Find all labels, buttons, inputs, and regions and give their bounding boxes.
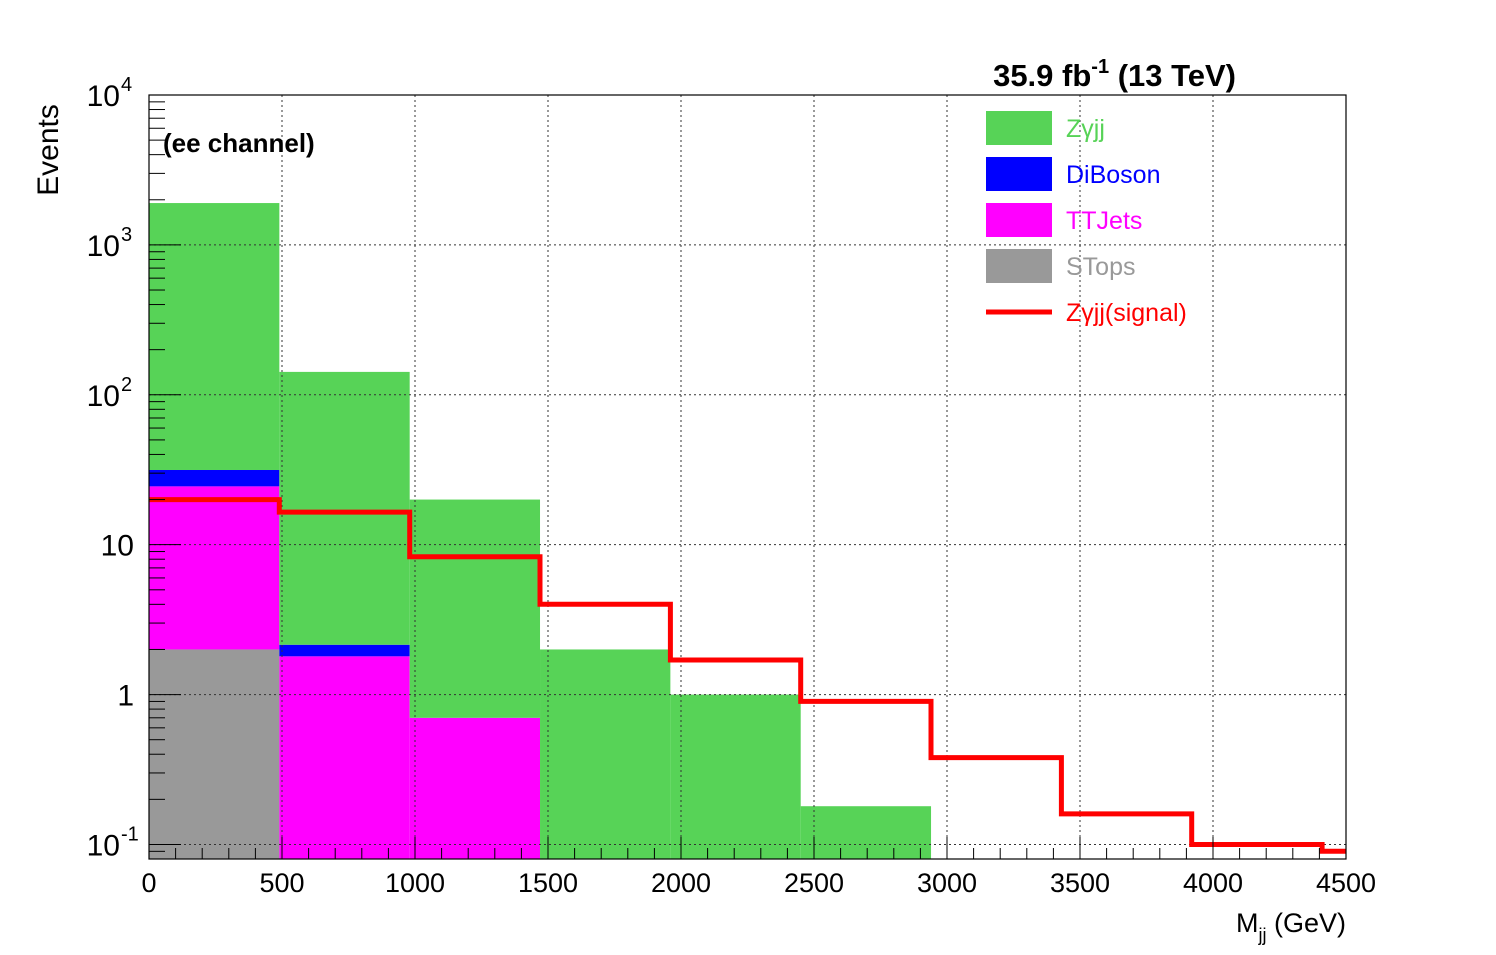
x-tick-label-5: 2500 bbox=[784, 868, 844, 898]
legend-label-ttjets: TTJets bbox=[1066, 207, 1142, 235]
bar-ttjets-bin-0 bbox=[149, 486, 280, 650]
x-tick-label-9: 4500 bbox=[1316, 868, 1376, 898]
bar-stops-bin-0 bbox=[149, 649, 280, 859]
legend-label-zjj: Zγjj bbox=[1066, 115, 1105, 143]
plot-frame bbox=[148, 94, 1347, 860]
bar-ttjets-bin-1 bbox=[279, 656, 410, 859]
x-tick-label-0: 0 bbox=[141, 868, 156, 898]
y-tick-label-0: 10 bbox=[87, 829, 120, 862]
legend-swatch-ttjets bbox=[986, 203, 1052, 237]
chart-title-sup: -1 bbox=[1091, 56, 1109, 78]
legend-label-zjjsignal: Zγjj(signal) bbox=[1066, 299, 1187, 327]
legend: Zγjj DiBoson TTJets STops Zγjj(signal) bbox=[986, 111, 1187, 327]
x-axis-label: Mjj (GeV) bbox=[1236, 908, 1346, 945]
x-axis-label-rest: (GeV) bbox=[1266, 908, 1346, 938]
legend-label-stops: STops bbox=[1066, 253, 1135, 281]
x-tick-label-7: 3500 bbox=[1050, 868, 1110, 898]
x-tick-label-4: 2000 bbox=[651, 868, 711, 898]
y-tick-label-3: 10 bbox=[87, 380, 120, 413]
y-tick-label-5: 10 bbox=[87, 80, 120, 113]
x-axis-label-main: M bbox=[1236, 908, 1259, 938]
legend-swatch-stops bbox=[986, 249, 1052, 283]
chart-title: 35.9 fb-1 (13 TeV) bbox=[993, 56, 1236, 93]
y-tick-label-exponent-5: 4 bbox=[121, 74, 132, 96]
x-tick-label-8: 4000 bbox=[1183, 868, 1243, 898]
histogram-bars bbox=[149, 203, 932, 859]
y-tick-label-2: 10 bbox=[101, 530, 134, 563]
y-tick-label-exponent-3: 2 bbox=[121, 374, 132, 396]
bar-zjj-bin-0 bbox=[149, 203, 280, 470]
bar-zjj-bin-5 bbox=[800, 806, 932, 859]
signal-line-layer bbox=[149, 497, 1346, 854]
chart-title-main: 35.9 fb bbox=[993, 58, 1091, 93]
grid-lines bbox=[149, 95, 1346, 859]
signal-line bbox=[149, 497, 1346, 854]
legend-label-diboson: DiBoson bbox=[1066, 161, 1161, 189]
bar-ttjets-bin-2 bbox=[409, 717, 541, 859]
bar-zjj-bin-3 bbox=[540, 649, 671, 859]
x-tick-labels: 0 500 1000 1500 2000 2500 3000 3500 4000 4500 bbox=[141, 868, 1376, 898]
bar-zjj-bin-2 bbox=[409, 499, 541, 718]
y-tick-label-exponent-4: 3 bbox=[121, 224, 132, 246]
y-tick-label-exponent-0: -1 bbox=[121, 823, 139, 845]
x-tick-label-3: 1500 bbox=[518, 868, 578, 898]
x-tick-label-1: 500 bbox=[259, 868, 304, 898]
y-tick-label-1: 1 bbox=[117, 680, 134, 713]
x-axis-label-sub: jj bbox=[1257, 925, 1266, 945]
bar-zjj-bin-4 bbox=[670, 694, 801, 859]
bar-zjj-bin-1 bbox=[279, 371, 410, 645]
chart-title-rest: (13 TeV) bbox=[1109, 58, 1236, 93]
bar-diboson-bin-0 bbox=[149, 469, 280, 487]
legend-swatch-zjj bbox=[986, 111, 1052, 145]
y-tick-label-4: 10 bbox=[87, 230, 120, 263]
legend-swatch-diboson bbox=[986, 157, 1052, 191]
x-tick-label-2: 1000 bbox=[385, 868, 445, 898]
x-tick-label-6: 3000 bbox=[917, 868, 977, 898]
axes bbox=[148, 94, 1347, 860]
y-axis-label: Events bbox=[32, 104, 65, 196]
bar-diboson-bin-1 bbox=[279, 644, 410, 657]
channel-annotation: (ee channel) bbox=[163, 128, 315, 158]
